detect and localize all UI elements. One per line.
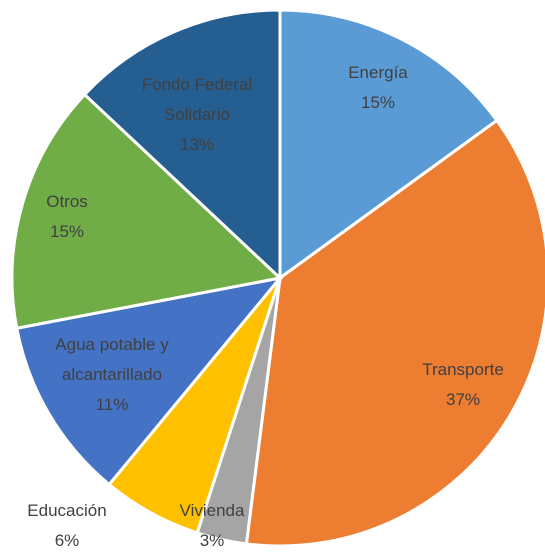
slice-label: Transporte 37% — [383, 355, 543, 415]
pie-slice — [244, 118, 545, 548]
slice-name: Energía — [348, 63, 408, 82]
slice-name: Vivienda — [179, 501, 245, 520]
slice-value: 15% — [49, 222, 85, 241]
slice-label: Energía 15% — [308, 58, 448, 118]
slice-label: Agua potable y alcantarillado 11% — [25, 330, 200, 420]
slice-value: 6% — [54, 531, 80, 550]
slice-value: 37% — [445, 390, 481, 409]
slice-value: 13% — [179, 135, 215, 154]
slice-value: 3% — [199, 531, 225, 550]
pie-slice — [10, 92, 284, 330]
slice-name: Fondo Federal Solidario — [141, 75, 253, 124]
slice-value: 15% — [360, 93, 396, 112]
slice-label: Otros 15% — [7, 187, 127, 247]
slice-label: Educación 6% — [7, 496, 127, 553]
slice-label: Fondo Federal Solidario 13% — [115, 70, 280, 160]
slice-label: Vivienda 3% — [152, 496, 272, 553]
slice-name: Agua potable y alcantarillado — [55, 335, 169, 384]
pie-slice — [278, 8, 499, 281]
slice-value: 11% — [95, 395, 129, 414]
pie-slice — [82, 8, 282, 282]
slice-name: Educación — [27, 501, 107, 520]
slice-name: Otros — [46, 192, 88, 211]
slice-name: Transporte — [422, 360, 504, 379]
pie-slice — [14, 275, 284, 487]
